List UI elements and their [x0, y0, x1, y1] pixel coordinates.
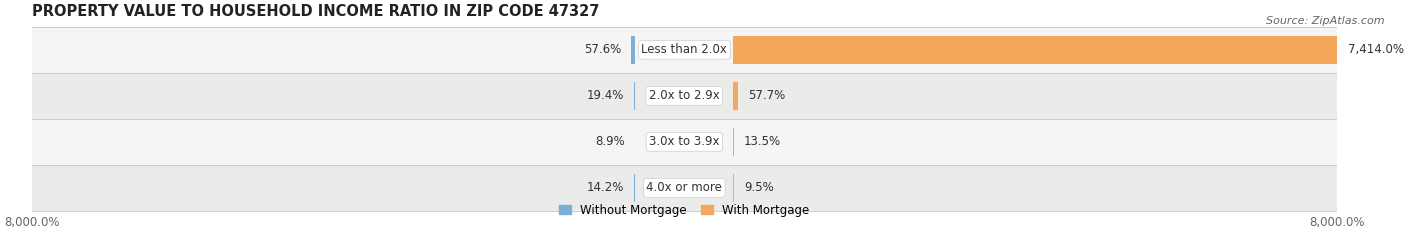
Text: 19.4%: 19.4% [586, 89, 624, 102]
Text: PROPERTY VALUE TO HOUSEHOLD INCOME RATIO IN ZIP CODE 47327: PROPERTY VALUE TO HOUSEHOLD INCOME RATIO… [32, 4, 599, 19]
Text: 4.0x or more: 4.0x or more [647, 181, 723, 194]
Bar [32, 165, 1337, 211]
Text: Source: ZipAtlas.com: Source: ZipAtlas.com [1267, 16, 1385, 26]
Text: 57.6%: 57.6% [583, 43, 621, 56]
Bar [32, 73, 1337, 119]
Legend: Without Mortgage, With Mortgage: Without Mortgage, With Mortgage [560, 204, 810, 217]
Text: 13.5%: 13.5% [744, 135, 782, 148]
Text: 8.9%: 8.9% [595, 135, 624, 148]
Bar [734, 82, 738, 110]
Text: 9.5%: 9.5% [744, 181, 773, 194]
Bar [631, 36, 636, 64]
Text: 7,414.0%: 7,414.0% [1347, 43, 1403, 56]
Text: Less than 2.0x: Less than 2.0x [641, 43, 727, 56]
Text: 14.2%: 14.2% [588, 181, 624, 194]
Text: 2.0x to 2.9x: 2.0x to 2.9x [650, 89, 720, 102]
Text: 3.0x to 3.9x: 3.0x to 3.9x [650, 135, 720, 148]
Bar [32, 119, 1337, 165]
Bar [734, 36, 1339, 64]
Text: 57.7%: 57.7% [748, 89, 785, 102]
Bar [32, 27, 1337, 73]
Bar [634, 82, 636, 110]
